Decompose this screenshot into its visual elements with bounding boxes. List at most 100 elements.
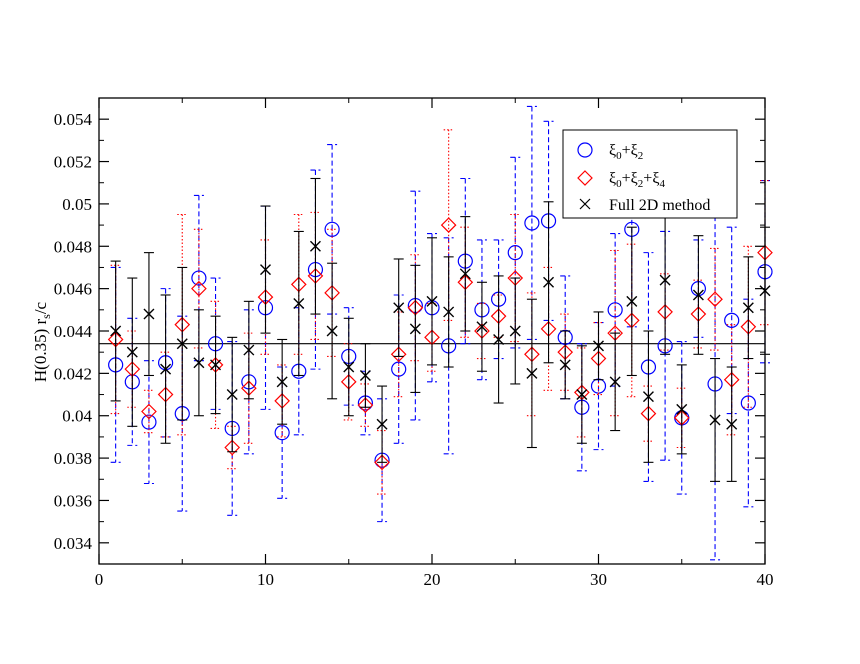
data-point-x bbox=[126, 346, 138, 358]
data-point-x bbox=[443, 306, 455, 318]
data-point-circle bbox=[524, 215, 540, 231]
data-point-x bbox=[543, 276, 555, 288]
data-point-x bbox=[260, 264, 271, 276]
axes-layer: 0 10 20 30 40 0.034 0.036 0.038 0.04 0.042 0.044 0.… bbox=[54, 97, 774, 589]
x-stroke bbox=[493, 333, 505, 345]
x-stroke bbox=[210, 359, 222, 371]
data-point-x bbox=[709, 414, 721, 426]
y-tick-label: 0.046 bbox=[54, 280, 92, 299]
x-tick-label: 10 bbox=[257, 570, 274, 589]
data-point-x bbox=[626, 295, 638, 307]
data-point-x bbox=[459, 268, 471, 280]
legend-diamond-marker bbox=[577, 170, 593, 186]
x-stroke bbox=[609, 376, 621, 388]
x-stroke bbox=[293, 297, 305, 309]
x-stroke bbox=[243, 344, 255, 356]
x-stroke bbox=[459, 268, 471, 280]
x-stroke bbox=[659, 274, 671, 286]
x-stroke bbox=[576, 389, 588, 401]
data-point-x bbox=[226, 389, 238, 401]
data-point-x bbox=[326, 325, 338, 337]
x-stroke bbox=[642, 391, 654, 403]
data-point-x bbox=[176, 338, 188, 350]
x-stroke bbox=[276, 376, 288, 388]
x-stroke bbox=[126, 346, 138, 358]
data-point-x bbox=[143, 308, 155, 320]
error-bar bbox=[576, 343, 587, 472]
x-stroke bbox=[260, 264, 271, 276]
x-stroke bbox=[309, 240, 321, 252]
data-point-x bbox=[359, 369, 371, 381]
y-tick-label: 0.044 bbox=[54, 322, 93, 341]
x-stroke bbox=[426, 295, 438, 307]
data-point-x bbox=[210, 359, 222, 371]
data-point-x bbox=[476, 321, 488, 333]
data-point-x bbox=[276, 376, 288, 388]
data-point-x bbox=[692, 289, 704, 301]
data-point-x bbox=[193, 357, 205, 369]
data-point-x bbox=[110, 325, 122, 337]
legend-label-2: ξ0+ξ2+ξ4 bbox=[609, 170, 665, 190]
data-point-x bbox=[309, 240, 321, 252]
data-point-circle bbox=[740, 395, 756, 411]
x-tick-label: 40 bbox=[757, 570, 774, 589]
x-stroke bbox=[526, 367, 538, 379]
data-point-x bbox=[393, 302, 405, 314]
y-tick-label: 0.048 bbox=[54, 237, 92, 256]
data-point-diamond bbox=[707, 291, 723, 308]
data-point-x bbox=[642, 391, 654, 403]
legend-label-1: ξ0+ξ2 bbox=[609, 142, 643, 162]
y-tick-label: 0.04 bbox=[62, 407, 92, 426]
data-point-x bbox=[493, 333, 505, 345]
legend-entry-2: ξ0+ξ2+ξ4 bbox=[577, 170, 665, 190]
error-bar bbox=[743, 245, 754, 408]
x-stroke bbox=[692, 289, 704, 301]
data-point-x bbox=[526, 367, 538, 379]
y-tick-label: 0.034 bbox=[54, 534, 93, 553]
data-point-diamond bbox=[390, 346, 407, 363]
x-tick-label: 30 bbox=[590, 570, 607, 589]
x-stroke bbox=[709, 414, 721, 426]
legend-circle-marker bbox=[577, 142, 593, 158]
x-stroke bbox=[176, 338, 188, 350]
y-tick-label: 0.05 bbox=[62, 195, 92, 214]
data-point-diamond bbox=[440, 217, 457, 233]
x-stroke bbox=[226, 389, 238, 401]
error-bar bbox=[143, 389, 154, 434]
x-stroke bbox=[543, 276, 555, 288]
error-bar bbox=[710, 247, 721, 351]
data-point-circle bbox=[191, 270, 207, 286]
data-point-x bbox=[609, 376, 621, 388]
x-stroke bbox=[193, 357, 205, 369]
series-3 bbox=[110, 177, 771, 482]
data-point-diamond bbox=[224, 439, 241, 456]
legend-x-marker bbox=[579, 198, 591, 210]
data-point-x bbox=[576, 389, 588, 401]
data-point-x bbox=[676, 403, 688, 415]
data-point-x bbox=[659, 274, 671, 286]
legend-entry-3: Full 2D method bbox=[579, 197, 710, 214]
data-point-x bbox=[509, 325, 521, 337]
error-bar bbox=[177, 213, 188, 436]
x-stroke bbox=[343, 361, 355, 373]
x-stroke bbox=[559, 359, 571, 371]
data-point-diamond bbox=[141, 403, 157, 420]
data-point-diamond bbox=[357, 397, 374, 413]
y-tick-label: 0.038 bbox=[54, 449, 92, 468]
x-stroke bbox=[676, 403, 688, 415]
x-stroke bbox=[409, 323, 421, 335]
x-stroke bbox=[326, 325, 338, 337]
data-point-x bbox=[343, 361, 355, 373]
x-stroke bbox=[726, 418, 738, 430]
x-stroke bbox=[160, 363, 172, 375]
x-stroke bbox=[509, 325, 521, 337]
x-stroke bbox=[376, 418, 388, 430]
data-point-circle bbox=[507, 245, 523, 261]
x-stroke bbox=[359, 369, 371, 381]
data-point-x bbox=[160, 363, 172, 375]
x-stroke bbox=[443, 306, 455, 318]
data-point-x bbox=[559, 359, 571, 371]
y-axis-label: H(0.35) rs/c bbox=[31, 301, 53, 382]
data-point-diamond bbox=[374, 454, 390, 471]
